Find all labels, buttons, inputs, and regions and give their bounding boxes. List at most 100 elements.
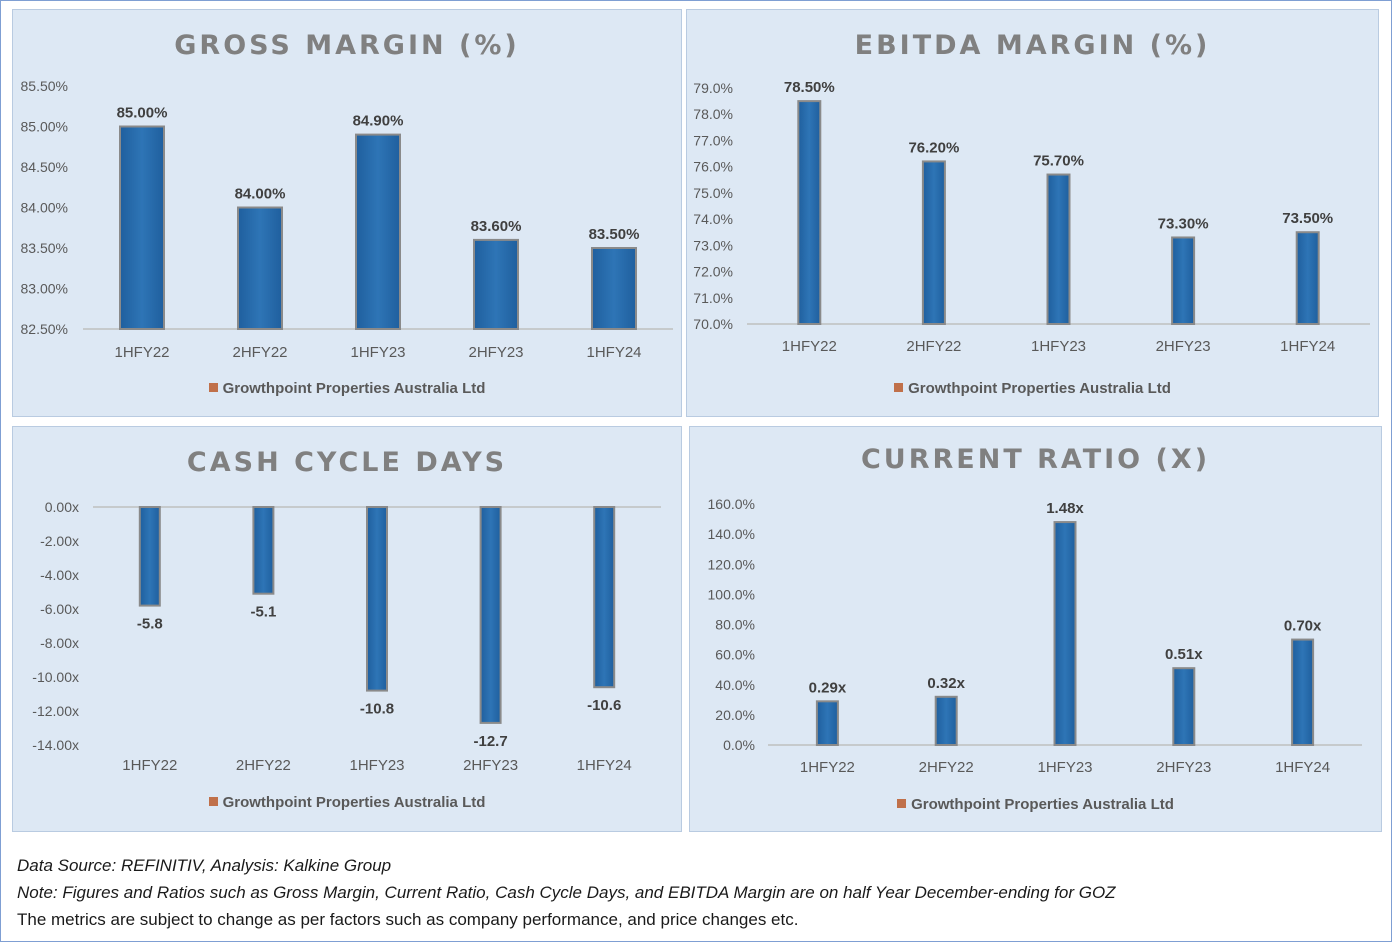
chart-title: EBITDA MARGIN (%) bbox=[854, 30, 1211, 61]
y-tick-label: -12.00x bbox=[32, 703, 79, 719]
chart-title: CURRENT RATIO (X) bbox=[860, 444, 1211, 475]
x-category-label: 1HFY24 bbox=[586, 344, 641, 361]
y-tick-label: 73.0% bbox=[693, 237, 733, 253]
x-category-label: 1HFY24 bbox=[1275, 759, 1330, 776]
methodology-note: Note: Figures and Ratios such as Gross M… bbox=[17, 883, 1116, 902]
y-tick-label: 84.50% bbox=[21, 159, 68, 175]
x-category-label: 2HFY22 bbox=[919, 759, 974, 776]
legend-swatch bbox=[894, 383, 904, 392]
cash-cycle-days-plot: 0.00x -2.00x -4.00x -6.00x -8.00x -10.00x -12.… bbox=[32, 499, 661, 774]
data-label: 84.90% bbox=[353, 113, 404, 130]
y-tick-label: -6.00x bbox=[40, 601, 79, 617]
y-tick-label: 120.0% bbox=[708, 556, 755, 572]
y-tick-label: 140.0% bbox=[708, 526, 755, 542]
bar-1hfy23 bbox=[1046, 173, 1071, 325]
disclaimer: The metrics are subject to change as per… bbox=[17, 910, 799, 929]
bar-2hfy22 bbox=[252, 506, 275, 595]
data-label: -5.1 bbox=[250, 604, 276, 621]
y-tick-label: -14.00x bbox=[32, 737, 79, 753]
bar-1hfy23 bbox=[1053, 521, 1077, 746]
chart-legend: Growthpoint Properties Australia Ltd bbox=[13, 380, 681, 397]
y-tick-label: 160.0% bbox=[708, 496, 755, 512]
data-source-note: Data Source: REFINITIV, Analysis: Kalkin… bbox=[17, 856, 392, 875]
cash-cycle-days-chart: CASH CYCLE DAYS 0.00x -2.00x -4.00x -6.00x -… bbox=[12, 426, 682, 832]
y-tick-label: 83.00% bbox=[21, 281, 68, 297]
chart-legend: Growthpoint Properties Australia Ltd bbox=[687, 380, 1378, 397]
x-category-label: 2HFY23 bbox=[468, 344, 523, 361]
x-category-label: 2HFY22 bbox=[906, 338, 961, 355]
bar-1hfy22 bbox=[815, 700, 839, 747]
bar-1hfy22 bbox=[138, 506, 161, 607]
legend-swatch bbox=[897, 799, 907, 808]
y-tick-label: -8.00x bbox=[40, 635, 79, 651]
legend-label: Growthpoint Properties Australia Ltd bbox=[222, 380, 486, 397]
data-label: 78.50% bbox=[784, 79, 835, 96]
data-label: -10.6 bbox=[587, 697, 621, 714]
data-label: 76.20% bbox=[908, 139, 959, 156]
x-category-label: 1HFY23 bbox=[1037, 759, 1092, 776]
bar-2hfy23 bbox=[473, 238, 519, 330]
legend-label: Growthpoint Properties Australia Ltd bbox=[911, 796, 1174, 813]
y-tick-label: 71.0% bbox=[693, 290, 733, 306]
data-label: 85.00% bbox=[117, 105, 168, 122]
y-tick-label: -10.00x bbox=[32, 669, 79, 685]
y-tick-label: 79.0% bbox=[693, 80, 733, 96]
y-tick-label: 70.0% bbox=[693, 316, 733, 332]
y-tick-label: 60.0% bbox=[715, 647, 755, 663]
y-tick-label: 74.0% bbox=[693, 211, 733, 227]
current-ratio-plot: 0.0% 20.0% 40.0% 60.0% 80.0% 100.0% 120.0% 140.… bbox=[708, 496, 1362, 776]
gross-margin-plot: 82.50% 83.00% 83.50% 84.00% 84.50% 85.00% 85.5… bbox=[21, 78, 673, 361]
x-category-label: 1HFY22 bbox=[114, 344, 169, 361]
legend-label: Growthpoint Properties Australia Ltd bbox=[908, 380, 1171, 397]
x-category-label: 1HFY22 bbox=[122, 757, 177, 774]
x-category-label: 1HFY22 bbox=[800, 759, 855, 776]
data-label: 0.32x bbox=[927, 675, 965, 692]
data-label: -12.7 bbox=[473, 733, 507, 750]
bar-1hfy24 bbox=[1295, 231, 1320, 326]
data-label: 73.30% bbox=[1158, 215, 1209, 232]
chart-legend: Growthpoint Properties Australia Ltd bbox=[13, 794, 681, 811]
bar-2hfy23 bbox=[479, 506, 502, 724]
y-tick-label: 75.0% bbox=[693, 185, 733, 201]
y-tick-label: 82.50% bbox=[21, 321, 68, 337]
bar-1hfy24 bbox=[591, 247, 637, 330]
data-label: 73.50% bbox=[1282, 210, 1333, 227]
data-label: 0.51x bbox=[1165, 646, 1203, 663]
x-category-label: 1HFY22 bbox=[782, 338, 837, 355]
bar-1hfy22 bbox=[797, 100, 822, 325]
data-label: 0.70x bbox=[1284, 618, 1322, 635]
chart-title: CASH CYCLE DAYS bbox=[186, 447, 508, 478]
bar-1hfy22 bbox=[119, 125, 165, 330]
bar-2hfy22 bbox=[934, 695, 958, 746]
y-tick-label: 76.0% bbox=[693, 159, 733, 175]
x-category-label: 2HFY22 bbox=[232, 344, 287, 361]
y-tick-label: 20.0% bbox=[715, 707, 755, 723]
bar-1hfy24 bbox=[1291, 638, 1315, 746]
y-tick-label: 0.00x bbox=[45, 499, 79, 515]
data-label: 84.00% bbox=[235, 186, 286, 203]
x-category-label: 1HFY24 bbox=[577, 757, 632, 774]
y-tick-label: 85.00% bbox=[21, 119, 68, 135]
bar-2hfy23 bbox=[1171, 236, 1196, 325]
x-category-label: 1HFY23 bbox=[349, 757, 404, 774]
footer: Data Source: REFINITIV, Analysis: Kalkin… bbox=[17, 852, 1116, 933]
chart-title: GROSS MARGIN (%) bbox=[174, 30, 520, 61]
bar-1hfy23 bbox=[355, 133, 401, 330]
legend-swatch bbox=[208, 797, 218, 806]
y-tick-label: 80.0% bbox=[715, 617, 755, 633]
y-tick-label: 83.50% bbox=[21, 240, 68, 256]
y-tick-label: -4.00x bbox=[40, 567, 79, 583]
ebitda-margin-chart: EBITDA MARGIN (%) 70.0% 71.0% 72.0% 73.0% 74… bbox=[686, 9, 1379, 417]
data-label: -10.8 bbox=[360, 701, 394, 718]
bar-1hfy24 bbox=[593, 506, 616, 689]
legend-swatch bbox=[208, 383, 218, 392]
gross-margin-chart: GROSS MARGIN (%) 82.50% 83.00% 83.50% 84.00… bbox=[12, 9, 682, 417]
x-category-label: 2HFY23 bbox=[1156, 338, 1211, 355]
y-tick-label: 78.0% bbox=[693, 106, 733, 122]
x-category-label: 2HFY23 bbox=[463, 757, 518, 774]
y-tick-label: 85.50% bbox=[21, 78, 68, 94]
y-tick-label: 40.0% bbox=[715, 677, 755, 693]
y-tick-label: 72.0% bbox=[693, 264, 733, 280]
bar-1hfy23 bbox=[366, 506, 388, 692]
